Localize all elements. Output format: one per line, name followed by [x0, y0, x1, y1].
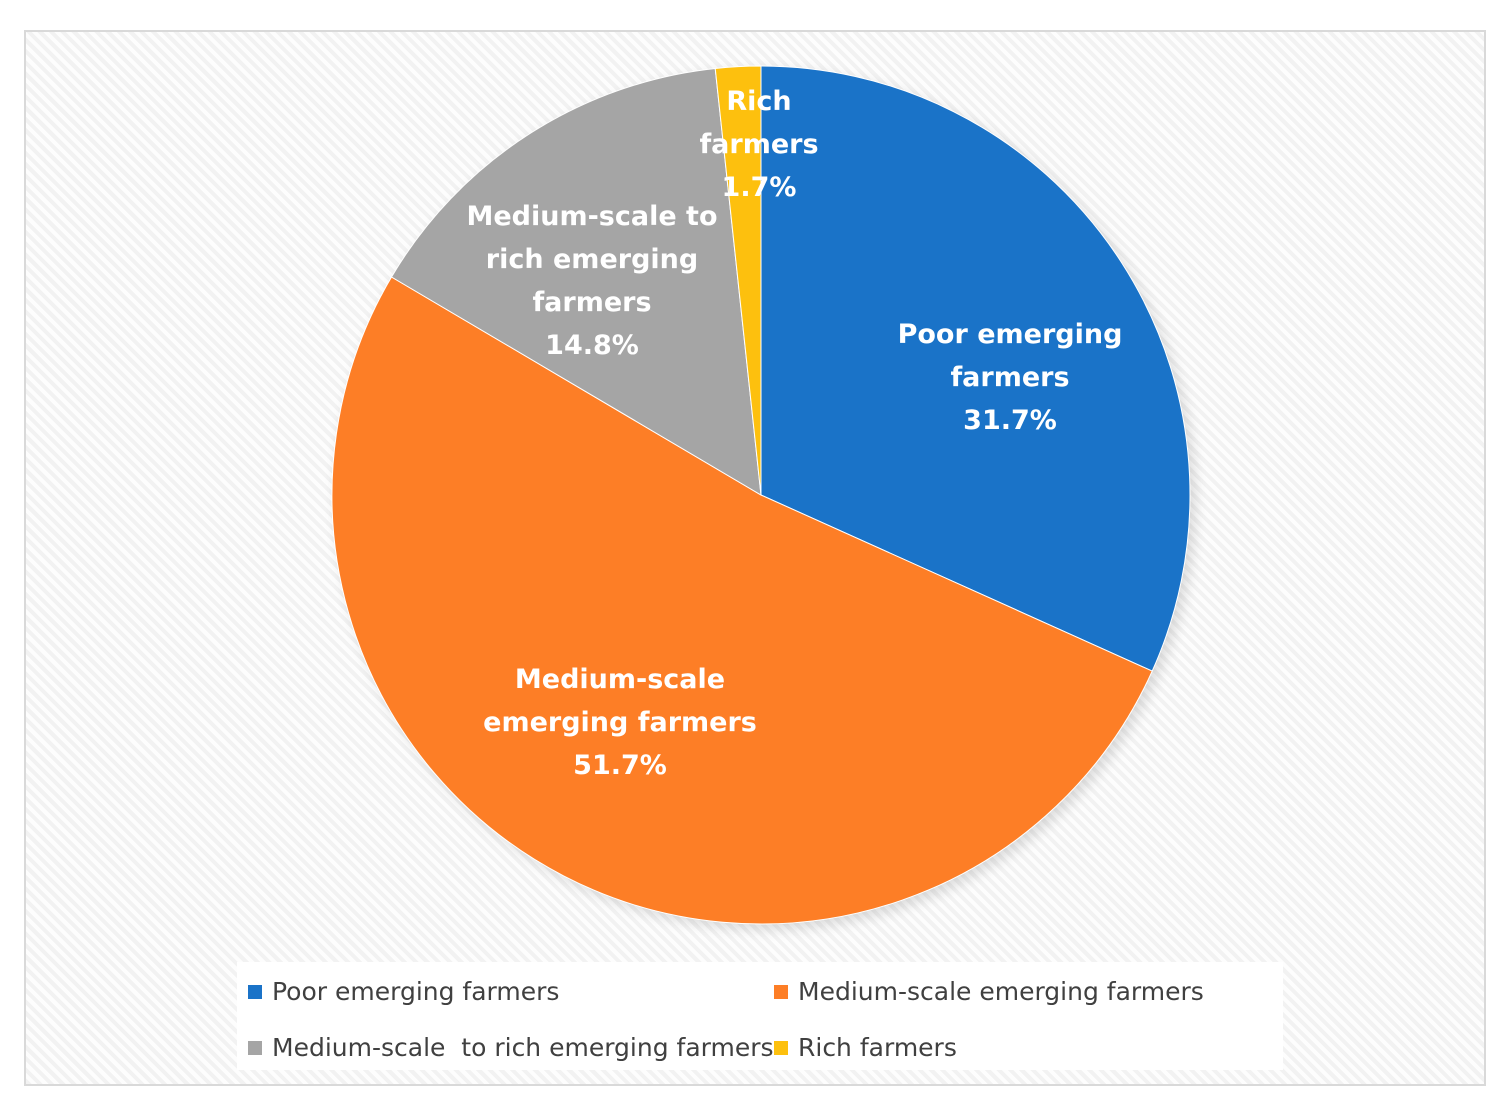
data-label-line: rich emerging	[486, 244, 698, 275]
data-label-line: Rich	[726, 86, 791, 117]
data-label-line: farmers	[532, 287, 651, 318]
data-label-line: 14.8%	[545, 330, 639, 361]
legend-swatch	[774, 1040, 788, 1055]
legend-swatch	[774, 984, 788, 999]
legend-label: Rich farmers	[798, 1033, 957, 1062]
legend-label: Medium-scale emerging farmers	[798, 977, 1204, 1006]
legend: Poor emerging farmers Medium-scale emergi…	[237, 962, 1283, 1070]
data-label-2: Medium-scale to rich emerging farmers 14.8%	[466, 201, 717, 361]
pie-slice-1	[331, 276, 1153, 925]
legend-swatch	[248, 1040, 262, 1055]
legend-item: Medium-scale emerging farmers	[774, 977, 1204, 1006]
data-label-line: farmers	[699, 129, 818, 160]
data-label-line: farmers	[950, 362, 1069, 393]
data-label-line: Medium-scale	[515, 664, 725, 695]
data-label-3: Rich farmers 1.7%	[699, 86, 818, 203]
pie-slice-3	[714, 65, 762, 496]
pie-slice-2	[390, 67, 762, 496]
data-label-line: 51.7%	[573, 750, 667, 781]
legend-label: Medium-scale to rich emerging farmers	[272, 1033, 774, 1062]
data-label-0: Poor emerging farmers 31.7%	[898, 319, 1123, 436]
data-label-line: 31.7%	[963, 405, 1057, 436]
data-label-line: emerging farmers	[483, 707, 757, 738]
data-label-line: 1.7%	[722, 172, 797, 203]
legend-swatch	[248, 984, 262, 999]
pie-slice-0	[760, 65, 1191, 672]
legend-item: Poor emerging farmers	[248, 977, 559, 1006]
legend-label: Poor emerging farmers	[272, 977, 560, 1006]
legend-item: Rich farmers	[774, 1033, 957, 1062]
data-label-1: Medium-scale emerging farmers 51.7%	[483, 664, 757, 781]
legend-item: Medium-scale to rich emerging farmers	[248, 1033, 774, 1062]
data-label-line: Medium-scale to	[466, 201, 717, 232]
data-label-line: Poor emerging	[898, 319, 1123, 350]
